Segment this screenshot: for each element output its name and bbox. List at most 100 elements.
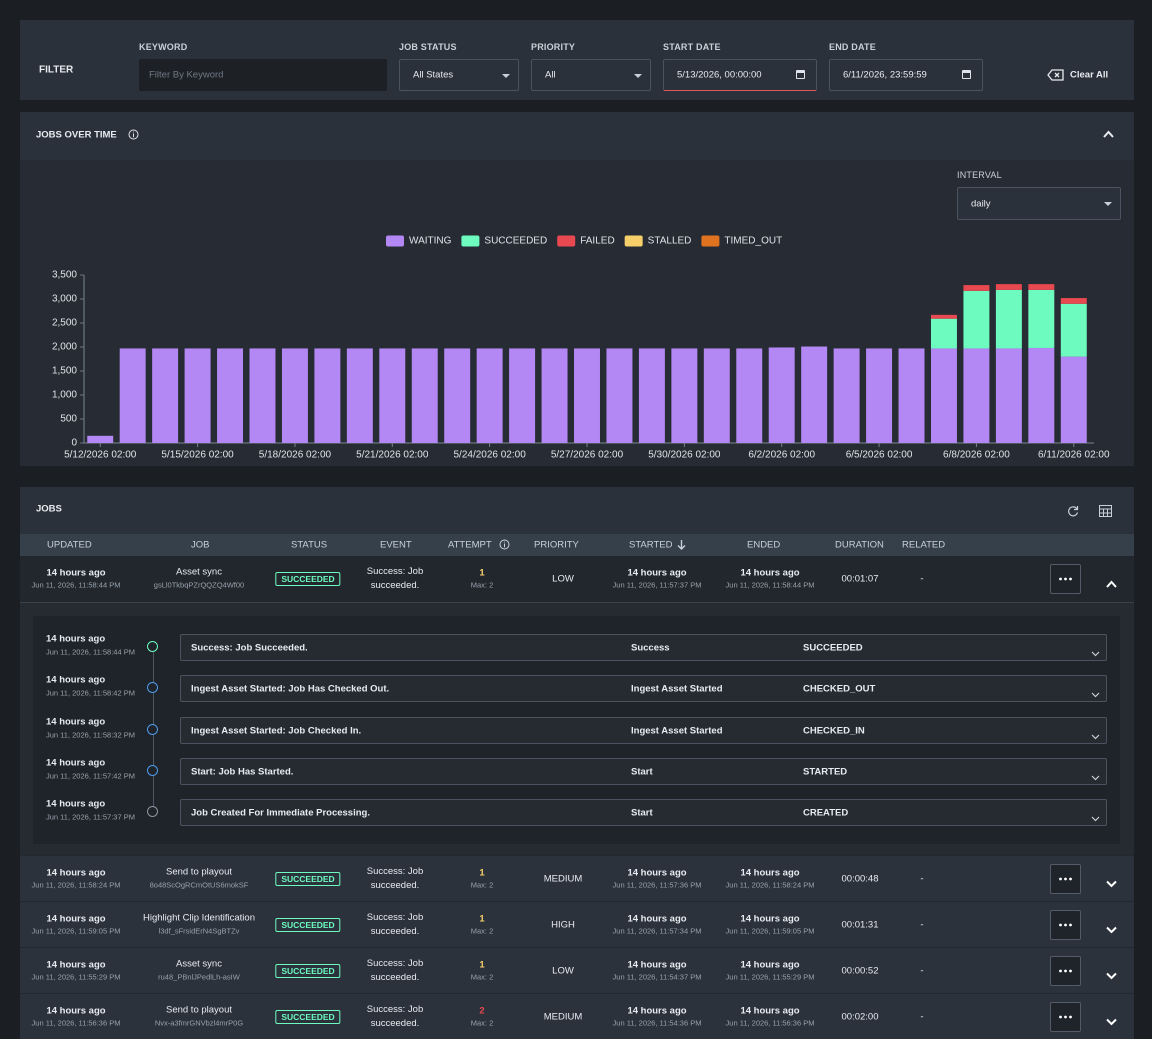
- y-tick-label: 1,000: [52, 390, 77, 401]
- event-type: Ingest Asset Started: [631, 683, 723, 695]
- bar-segment: [671, 348, 698, 443]
- event-timeline: 14 hours ago Jun 11, 2026, 11:58:44 PM Suc…: [33, 616, 1120, 844]
- updated: 14 hours ago: [46, 913, 106, 925]
- column-header: UPDATED: [47, 539, 92, 551]
- priority: LOW: [552, 965, 574, 977]
- actions-button[interactable]: [1050, 956, 1081, 986]
- event-card[interactable]: Ingest Asset Started: Job Has Checked Ou…: [180, 675, 1107, 703]
- job-status-select[interactable]: All States: [399, 59, 519, 91]
- event-card[interactable]: Ingest Asset Started: Job Checked In. Ing…: [180, 716, 1107, 745]
- bar-segment: [930, 318, 957, 349]
- interval-select[interactable]: daily: [957, 187, 1121, 220]
- bar-segment: [995, 348, 1022, 443]
- event-state: CHECKED_OUT: [803, 683, 876, 695]
- event-expand[interactable]: [1091, 727, 1100, 745]
- legend-swatch: [701, 235, 720, 247]
- actions-button[interactable]: [1050, 864, 1081, 894]
- bar-segment: [995, 284, 1022, 290]
- bar-segment: [930, 314, 957, 319]
- bar-segment: [1028, 289, 1055, 348]
- job-row[interactable]: 14 hours ago Jun 11, 2026, 11:55:29 PM Ass…: [20, 947, 1134, 993]
- job-row[interactable]: 14 hours ago Jun 11, 2026, 11:58:24 PM Sen…: [20, 855, 1134, 901]
- legend-swatch: [461, 235, 480, 247]
- refresh-icon[interactable]: [1067, 505, 1079, 517]
- actions-button[interactable]: [1050, 1002, 1081, 1032]
- duration: 00:01:31: [841, 919, 879, 931]
- expand-toggle[interactable]: [1106, 575, 1117, 593]
- x-tick-label: 5/15/2026 02:00: [161, 450, 234, 461]
- event-message: Success: Job Succeeded.: [191, 642, 308, 654]
- job-row[interactable]: 14 hours ago Jun 11, 2026, 11:59:05 PM Hig…: [20, 901, 1134, 947]
- event-card[interactable]: Success: Job Succeeded. Success SUCCEEDED: [180, 634, 1107, 661]
- event-expand[interactable]: [1091, 685, 1100, 703]
- table-settings-icon[interactable]: [1099, 505, 1112, 517]
- expand-toggle[interactable]: [1106, 1013, 1117, 1031]
- event-type: Start: [631, 766, 653, 778]
- ended: 14 hours ago: [740, 1005, 800, 1017]
- keyword-input[interactable]: Filter By Keyword: [139, 59, 387, 91]
- chevron-down: [1106, 880, 1117, 888]
- bar-segment: [963, 348, 990, 443]
- job-id: l3df_sFrsidErN4SgBTZv: [158, 926, 240, 936]
- sort-icon[interactable]: [676, 539, 687, 550]
- priority-select[interactable]: All: [531, 59, 651, 91]
- job-name: Send to playout: [165, 866, 233, 878]
- x-tick-label: 5/30/2026 02:00: [648, 450, 721, 461]
- more-icon: [1059, 877, 1072, 881]
- legend-swatch: [386, 235, 404, 247]
- event-ago: 14 hours ago: [46, 716, 106, 727]
- info-icon[interactable]: [499, 539, 510, 550]
- bar-segment: [963, 285, 990, 291]
- actions-button[interactable]: [1050, 564, 1081, 594]
- bar-segment: [87, 435, 114, 443]
- event-expand[interactable]: [1091, 809, 1100, 827]
- clear-all[interactable]: Clear All: [1070, 69, 1109, 81]
- event-expand[interactable]: [1091, 768, 1100, 786]
- event-expand[interactable]: [1091, 644, 1100, 662]
- more-icon: [1059, 1015, 1072, 1019]
- x-tick-label: 5/18/2026 02:00: [259, 450, 332, 461]
- bar-segment: [217, 348, 244, 443]
- status-badge: SUCCEEDED: [275, 572, 341, 586]
- updated: 14 hours ago: [46, 567, 106, 579]
- chevron-down: [1091, 775, 1100, 781]
- end-date-label: END DATE: [829, 42, 876, 52]
- job-name: Highlight Clip Identification: [143, 912, 255, 924]
- expand-toggle[interactable]: [1106, 921, 1117, 939]
- bar-segment: [152, 348, 179, 443]
- attempt: 1: [479, 567, 485, 579]
- column-header: STATUS: [291, 539, 328, 551]
- bar-segment: [119, 348, 146, 443]
- event-card[interactable]: Start: Job Has Started. Start STARTED: [180, 757, 1107, 786]
- job-id: 8o48ScOgRCmOtUS6mokSF: [149, 880, 249, 890]
- event-time: Jun 11, 2026, 11:58:32 PM: [46, 730, 135, 739]
- actions-button[interactable]: [1050, 910, 1081, 940]
- column-header: RELATED: [902, 539, 946, 551]
- chevron-down: [1091, 692, 1100, 698]
- info-icon[interactable]: [128, 129, 139, 140]
- updated-detail: Jun 11, 2026, 11:58:24 PM: [31, 880, 121, 890]
- job-row[interactable]: 14 hours ago Jun 11, 2026, 11:58:44 PM Ass…: [20, 556, 1134, 602]
- bar-segment: [768, 347, 795, 443]
- chevron-down: [1106, 926, 1117, 934]
- job-row[interactable]: 14 hours ago Jun 11, 2026, 11:56:36 PM Sen…: [20, 993, 1134, 1039]
- event-icon: [147, 764, 158, 776]
- started: 14 hours ago: [627, 1005, 687, 1017]
- priority: MEDIUM: [543, 1011, 583, 1023]
- collapse-icon[interactable]: [1103, 130, 1114, 138]
- start-date-input[interactable]: 5/13/2026, 00:00:00: [663, 59, 817, 91]
- event-state: CREATED: [803, 807, 849, 819]
- dropdown-arrow: [1104, 202, 1112, 206]
- expand-toggle[interactable]: [1106, 967, 1117, 985]
- panel-header: [20, 112, 1134, 160]
- calendar-icon[interactable]: [796, 70, 805, 79]
- expand-toggle[interactable]: [1106, 875, 1117, 893]
- column-header[interactable]: STARTED: [629, 539, 673, 551]
- event-card[interactable]: Job Created For Immediate Processing. Sta…: [180, 799, 1107, 826]
- legend-label: FAILED: [580, 236, 614, 247]
- end-date-input[interactable]: 6/11/2026, 23:59:59: [829, 59, 983, 91]
- keyword-label: KEYWORD: [139, 42, 188, 52]
- calendar-icon[interactable]: [962, 70, 971, 79]
- bar-segment: [574, 348, 600, 443]
- clear-icon[interactable]: [1047, 69, 1064, 81]
